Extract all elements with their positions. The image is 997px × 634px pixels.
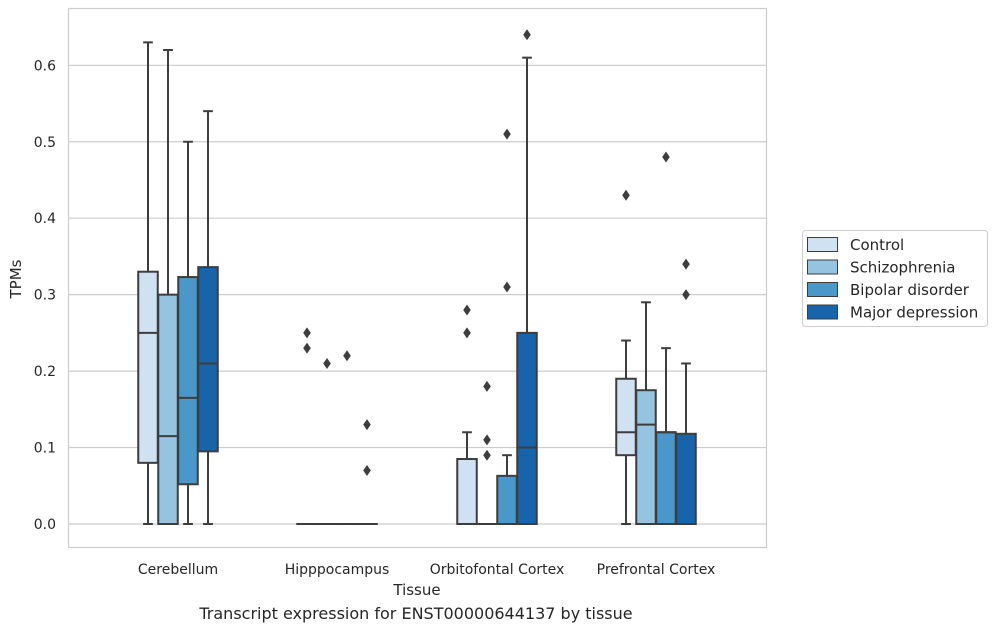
x-axis-ticks: Cerebellum Hipppocampus Orbitofontal Corte… xyxy=(138,562,715,578)
y-tick-label: 0.3 xyxy=(34,288,56,304)
box-2-3 xyxy=(516,29,538,525)
y-tick-label: 0.2 xyxy=(34,364,56,380)
outlier-point xyxy=(503,281,511,293)
outlier-point xyxy=(682,258,690,270)
box-body xyxy=(516,331,538,525)
box-0-3 xyxy=(197,110,219,525)
x-tick-label: Prefrontal Cortex xyxy=(597,562,716,578)
outlier-point xyxy=(363,419,371,431)
box-1-2 xyxy=(336,350,358,526)
outlier-point xyxy=(463,304,471,316)
legend-label: Bipolar disorder xyxy=(850,281,970,299)
x-tick-label: Hipppocampus xyxy=(285,562,390,578)
y-tick-label: 0.1 xyxy=(34,441,56,457)
outlier-point xyxy=(483,449,491,461)
box-0-1 xyxy=(157,49,179,525)
box-3-2 xyxy=(655,151,677,526)
outlier-point xyxy=(303,327,311,339)
box-body xyxy=(137,270,159,464)
outlier-point xyxy=(523,29,531,41)
legend-label: Schizophrenia xyxy=(850,259,955,277)
legend-swatch xyxy=(807,282,838,297)
box-2-0 xyxy=(456,304,478,525)
box-body xyxy=(496,474,518,525)
box-1-3 xyxy=(356,419,378,526)
box-body xyxy=(635,389,657,525)
legend-label: Major depression xyxy=(850,304,978,322)
y-axis-label: TPMs xyxy=(7,259,25,299)
outlier-point xyxy=(682,289,690,301)
outlier-point xyxy=(363,464,371,476)
x-tick-label: Orbitofontal Cortex xyxy=(430,562,565,578)
box-body xyxy=(197,266,219,453)
y-tick-label: 0.4 xyxy=(34,211,56,227)
outlier-point xyxy=(303,342,311,354)
outlier-point xyxy=(622,189,630,201)
box-1-0 xyxy=(296,327,318,526)
legend-label: Control xyxy=(850,236,904,254)
legend-swatch xyxy=(807,259,838,275)
y-axis-ticks: 0.0 0.1 0.2 0.3 0.4 0.5 0.6 xyxy=(34,58,56,533)
box-body xyxy=(615,377,637,457)
outlier-point xyxy=(503,128,511,140)
box-2-1 xyxy=(476,380,498,526)
box-body xyxy=(675,432,697,525)
box-body xyxy=(456,458,478,525)
y-tick-label: 0.0 xyxy=(34,517,56,533)
x-axis-label: Tissue xyxy=(392,581,440,599)
outlier-point xyxy=(483,380,491,392)
legend-frame xyxy=(802,230,988,327)
box-1-1 xyxy=(316,357,338,526)
outlier-point xyxy=(483,434,491,446)
box-3-0 xyxy=(615,189,637,525)
boxes xyxy=(137,29,697,526)
outlier-point xyxy=(343,350,351,362)
outlier-point xyxy=(323,357,331,369)
box-body xyxy=(157,293,179,525)
legend-items: Control Schizophrenia Bipolar disorder Majo… xyxy=(807,236,978,322)
box-body xyxy=(655,431,677,526)
y-tick-label: 0.6 xyxy=(34,58,56,74)
box-3-3 xyxy=(675,258,697,525)
y-tick-label: 0.5 xyxy=(34,135,56,151)
figure-caption: Transcript expression for ENST0000064413… xyxy=(199,604,633,623)
outlier-point xyxy=(463,327,471,339)
box-0-2 xyxy=(177,140,199,525)
x-tick-label: Cerebellum xyxy=(138,562,218,578)
legend: Control Schizophrenia Bipolar disorder Majo… xyxy=(802,230,988,327)
box-3-1 xyxy=(635,301,657,525)
legend-swatch xyxy=(807,237,838,252)
box-0-0 xyxy=(137,41,159,525)
legend-swatch xyxy=(807,304,838,320)
box-body xyxy=(177,276,199,486)
box-2-2 xyxy=(496,128,518,525)
plot-area-frame xyxy=(67,7,768,549)
outlier-point xyxy=(662,151,670,163)
